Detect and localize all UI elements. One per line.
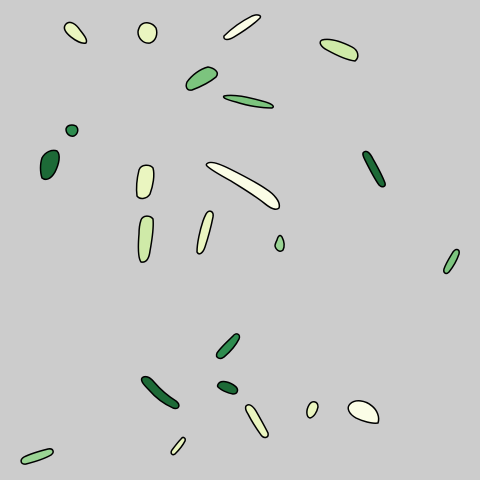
particle-fragment	[215, 333, 241, 360]
particle-fragment	[306, 401, 319, 419]
particle-fragment	[65, 124, 79, 137]
particle-fragment	[362, 150, 386, 188]
particle-fragment	[216, 380, 239, 395]
particle-fragment	[205, 161, 281, 210]
particle-fragment	[319, 38, 359, 62]
particle-fragment	[222, 94, 274, 109]
particle-fragment	[223, 14, 262, 41]
particle-fragment	[135, 164, 155, 200]
particle-fragment	[137, 215, 154, 263]
particle-fragment	[274, 234, 285, 252]
particle-fragment	[244, 404, 269, 439]
particle-fragment	[347, 400, 380, 424]
particle-fragment	[140, 375, 180, 410]
particle-fragment	[20, 448, 54, 465]
particle-fragment	[170, 436, 186, 456]
particle-fragment	[443, 248, 460, 275]
particle-fragment	[63, 21, 88, 44]
particle-fragment	[185, 66, 219, 91]
particle-fragment	[39, 149, 60, 181]
particle-fragment	[196, 210, 214, 255]
particle-fragment	[137, 22, 158, 44]
